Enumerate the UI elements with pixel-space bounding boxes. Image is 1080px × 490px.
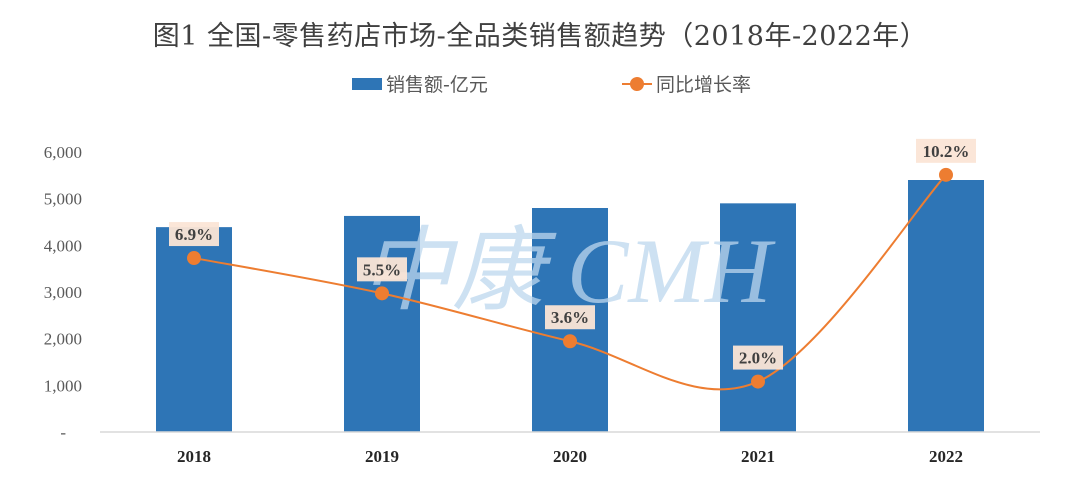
chart-title: 图1 全国-零售药店市场-全品类销售额趋势（2018年-2022年） [152, 21, 928, 52]
legend: 销售额-亿元 同比增长率 [0, 70, 1080, 100]
bar-2022 [908, 180, 984, 432]
legend-item-sales: 销售额-亿元 [352, 70, 488, 97]
bar-2019 [344, 215, 420, 432]
x-tick-label: 2021 [741, 447, 775, 466]
legend-label-growth: 同比增长率 [656, 74, 752, 96]
y-tick-label: 4,000 [44, 236, 82, 255]
legend-label-sales: 销售额-亿元 [386, 74, 488, 96]
growth-line [193, 174, 947, 391]
data-label-2022: 10.2% [923, 142, 970, 161]
bar-2021 [720, 203, 796, 432]
x-tick-label: 2019 [365, 447, 399, 466]
y-axis-ticks: - 1,000 2,000 3,000 4,000 5,000 6,000 [44, 143, 82, 442]
line-series [187, 167, 953, 391]
x-axis-ticks: 2018 2019 2020 2021 2022 [177, 447, 963, 466]
growth-point-2019 [375, 286, 389, 301]
legend-line-marker-icon [622, 76, 652, 91]
data-label-2019: 5.5% [363, 260, 401, 279]
legend-item-growth: 同比增长率 [622, 70, 751, 97]
x-tick-label: 2022 [929, 447, 963, 466]
data-label-bg [169, 222, 219, 247]
data-label-2020: 3.6% [551, 308, 589, 327]
data-label-bg [733, 345, 783, 370]
y-tick-label: 1,000 [44, 376, 82, 395]
y-tick-label: 6,000 [44, 143, 82, 162]
data-label-bg [916, 138, 976, 163]
data-label-bg [545, 305, 595, 330]
growth-point-2021 [751, 374, 765, 389]
growth-point-2020 [563, 334, 577, 349]
y-tick-label: 2,000 [44, 330, 82, 349]
data-label-2018: 6.9% [175, 225, 213, 244]
growth-point-2022 [939, 167, 953, 182]
y-tick-label: 5,000 [44, 190, 82, 209]
data-label-bg [357, 257, 407, 282]
x-tick-label: 2018 [177, 447, 211, 466]
legend-bar-swatch-icon [352, 77, 382, 90]
data-labels: 6.9% 5.5% 3.6% 2.0% 10.2% [169, 138, 976, 370]
x-tick-label: 2020 [553, 447, 587, 466]
data-label-2021: 2.0% [739, 349, 777, 368]
y-tick-label: - [60, 423, 66, 442]
y-tick-label: 3,000 [44, 283, 82, 302]
growth-point-2018 [187, 251, 201, 266]
